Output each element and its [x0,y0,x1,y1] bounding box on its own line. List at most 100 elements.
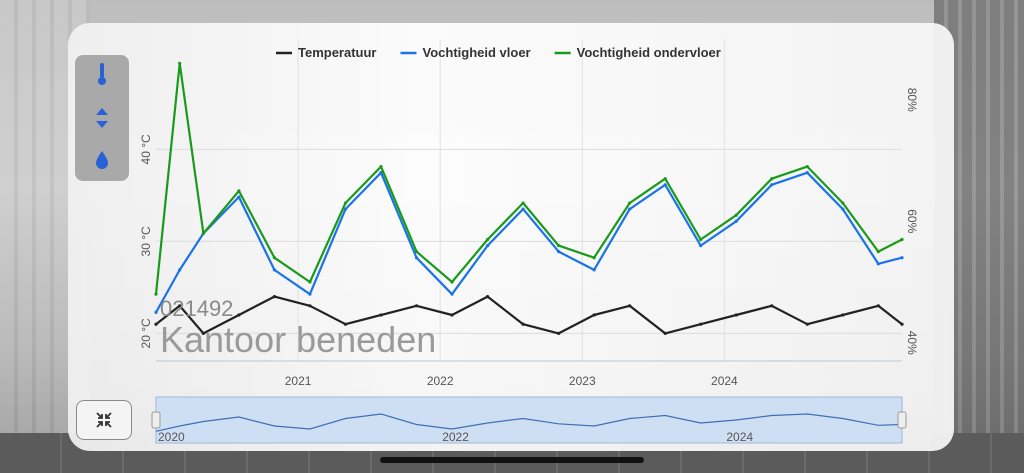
data-point [343,201,348,205]
data-point [628,207,632,211]
x-tick-label: 2022 [427,374,454,388]
data-point [805,164,809,169]
navigator-tick-label: 2024 [726,430,753,444]
data-point [308,304,312,308]
data-point [343,322,348,326]
collapse-icon [96,412,112,428]
data-point [663,331,667,335]
home-indicator[interactable] [380,457,644,463]
data-point [272,268,277,272]
data-point [201,231,205,236]
data-point [841,313,845,317]
data-point [628,304,632,308]
data-point [734,313,738,317]
side-toolbar [75,55,129,181]
navigator-selection [155,396,903,444]
data-point [900,237,904,242]
data-point [876,304,880,308]
data-point [450,313,454,317]
legend-item: Vochtigheid ondervloer [577,45,721,60]
navigator-handle-right[interactable] [897,411,907,429]
data-point [900,256,904,260]
y-left-tick-label: 20 °C [139,318,153,348]
data-point [876,250,880,254]
data-point [379,171,383,175]
data-point [485,237,490,242]
sort-arrows-icon [96,108,108,128]
data-point [308,280,312,284]
data-point [557,331,561,335]
data-point [699,243,703,248]
data-point [592,313,596,317]
x-tick-label: 2021 [285,374,312,388]
x-tick-label: 2024 [711,374,738,388]
data-point [237,195,241,199]
data-point [900,322,904,326]
data-point [805,322,809,326]
data-point [770,177,774,181]
data-point [734,213,738,217]
data-point [521,322,525,326]
data-point [178,304,182,308]
data-point [154,292,158,296]
data-point [414,304,419,308]
data-point [178,61,182,65]
chart-card: 2021 2022 2023 2024 20 °C 30 °C 40 °C 40% 60% 80%… [68,23,954,451]
x-tick-label: 2023 [569,374,596,388]
data-point [663,177,667,181]
data-point [628,201,632,205]
y-right-tick-label: 60% [905,209,919,233]
data-point [592,268,596,272]
data-point [272,295,277,299]
data-point [237,189,241,193]
humidity-button[interactable] [75,145,129,175]
data-point [237,313,241,317]
data-point [485,295,490,299]
data-point [450,280,454,284]
data-point [770,304,774,308]
droplet-icon [96,151,108,169]
zoom-reset-button[interactable] [76,400,132,440]
y-left-tick-label: 40 °C [139,134,153,164]
legend-item: Vochtigheid vloer [423,45,531,60]
data-point [663,183,667,187]
data-point [699,237,703,242]
data-point [557,250,561,254]
y-left-tick-label: 30 °C [139,226,153,256]
data-point [592,256,596,260]
data-point [414,256,419,260]
y-right-tick-label: 40% [905,331,919,355]
thermometer-icon [98,63,106,85]
data-point [521,207,525,211]
data-point [379,313,383,317]
data-point [450,292,454,296]
data-point [379,164,383,169]
data-point [734,219,738,223]
sensor-id: 021492 [160,296,234,321]
data-point [805,171,809,175]
navigator-handle-left[interactable] [151,411,161,429]
y-right-tick-label: 80% [905,88,919,112]
data-point [154,310,158,314]
data-point [201,331,205,335]
data-point [308,292,312,296]
data-point [521,201,525,205]
data-point [841,207,845,211]
chart[interactable]: 2021 2022 2023 2024 20 °C 30 °C 40 °C 40% 60% 80%… [68,23,954,451]
data-point [343,207,348,211]
data-point [178,268,182,272]
data-point [770,183,774,187]
data-point [272,256,277,260]
data-point [876,262,880,266]
data-point [557,243,561,248]
data-point [485,243,490,248]
sort-button[interactable] [75,103,129,133]
temperature-button[interactable] [75,59,129,89]
data-point [414,250,419,254]
legend-item: Temperatuur [298,45,377,60]
data-point [841,201,845,205]
series-vochtigheid-vloer-line [155,171,903,313]
location-title: Kantoor beneden [160,319,437,360]
data-point [154,322,158,326]
navigator-tick-label: 2022 [442,430,469,444]
